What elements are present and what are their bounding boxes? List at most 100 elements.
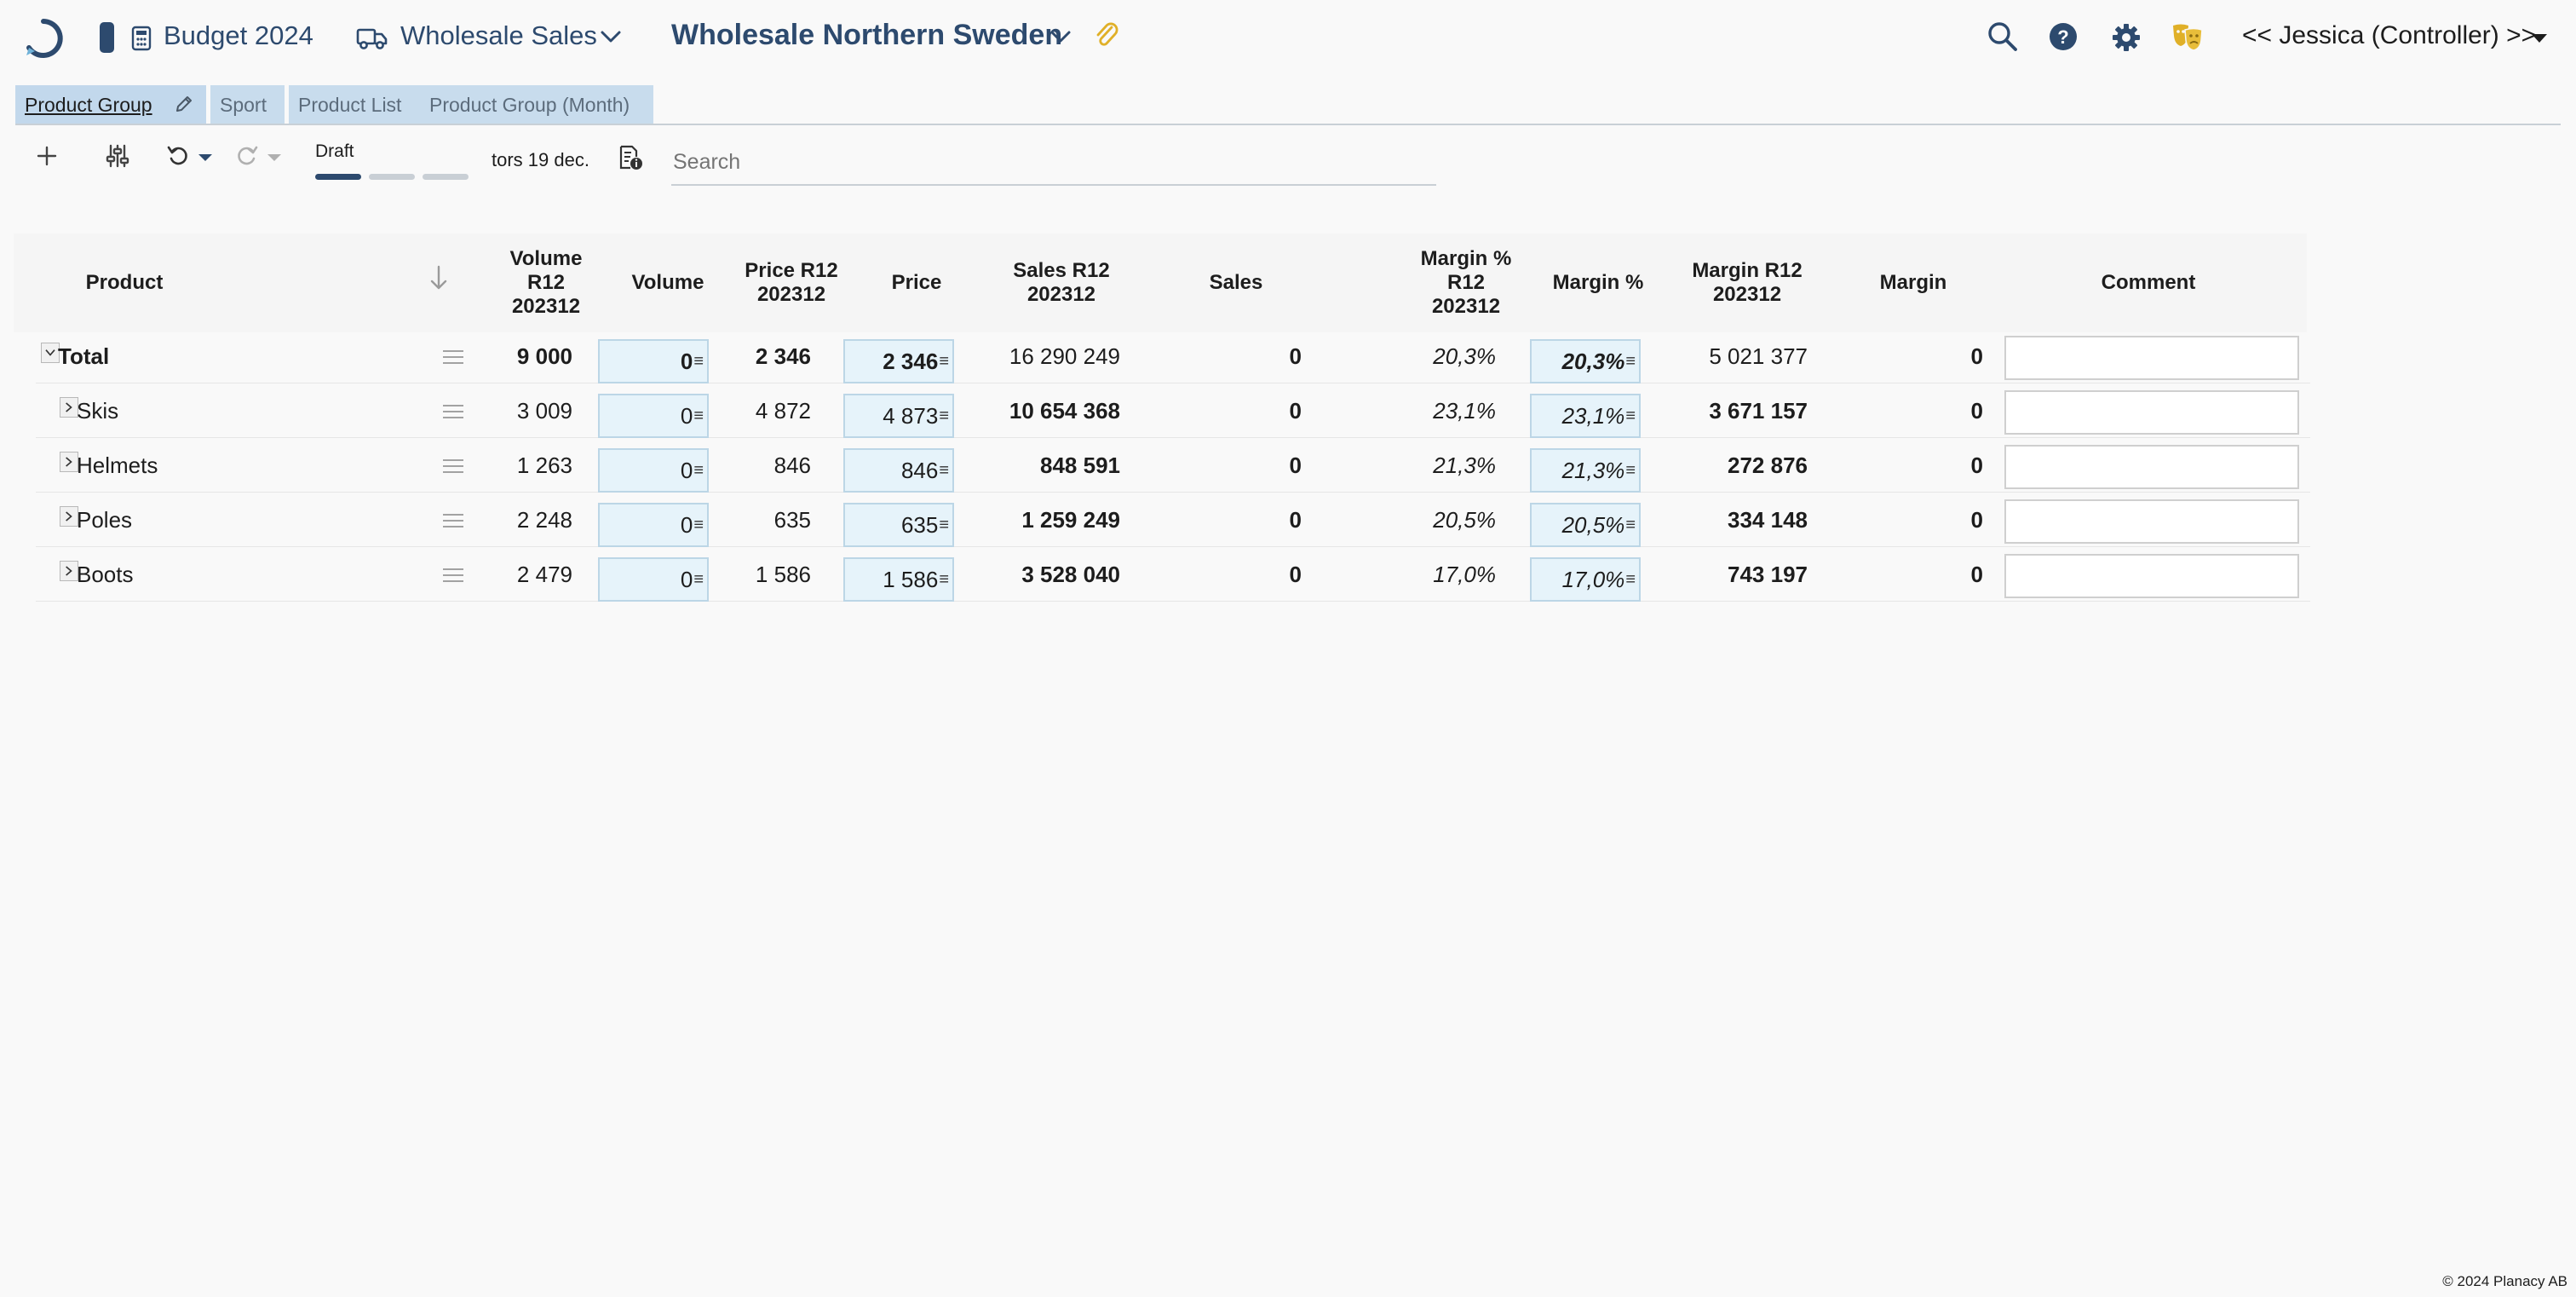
entity-selector[interactable]: Wholesale Northern Sweden (671, 19, 1063, 51)
column-header-margin-r12[interactable]: Margin R12 202312 (1662, 233, 1832, 332)
cell-margin-pct-input[interactable]: 23,1% ≡ (1530, 394, 1641, 438)
tab-label: Product Group (Month) (429, 94, 630, 116)
cell-volume-input[interactable]: 0 ≡ (598, 394, 709, 438)
cell-menu-icon[interactable]: ≡ (693, 406, 704, 425)
cell-margin-pct-input[interactable]: 17,0% ≡ (1530, 557, 1641, 602)
chevron-down-icon[interactable] (1048, 28, 1073, 45)
column-header-sales[interactable]: Sales (1172, 233, 1300, 332)
cell-price-input[interactable]: 635 ≡ (843, 503, 954, 547)
cell-volume-input[interactable]: 0 ≡ (598, 503, 709, 547)
expand-toggle[interactable] (60, 452, 78, 472)
cell-menu-icon[interactable]: ≡ (693, 569, 704, 589)
caret-down-icon[interactable] (2530, 32, 2549, 44)
user-selector[interactable]: << Jessica (Controller) >> (2242, 21, 2537, 49)
drag-handle-icon[interactable] (443, 514, 463, 529)
cell-margin-pct-r12: 23,1% (1433, 397, 1496, 424)
gear-icon[interactable] (2111, 22, 2142, 53)
column-header-price-r12[interactable]: Price R12 202312 (723, 233, 860, 332)
column-header-margin[interactable]: Margin (1845, 233, 1981, 332)
cell-margin-pct-input[interactable]: 20,3% ≡ (1530, 339, 1641, 383)
cell-menu-icon[interactable]: ≡ (693, 515, 704, 534)
paperclip-icon[interactable] (1093, 20, 1120, 51)
cell-price-input[interactable]: 2 346 ≡ (843, 339, 954, 383)
cell-price-r12: 846 (773, 452, 811, 478)
tab-product-group[interactable]: Product Group (15, 85, 206, 124)
cell-price-input[interactable]: 846 ≡ (843, 448, 954, 493)
sort-arrow-icon[interactable] (429, 264, 448, 291)
truck-icon (356, 28, 388, 49)
comment-input[interactable] (2004, 336, 2299, 380)
cell-menu-icon[interactable]: ≡ (939, 351, 949, 371)
caret-down-icon[interactable] (267, 153, 282, 162)
bookmark-icon[interactable] (100, 22, 114, 53)
redo-icon[interactable] (236, 145, 258, 167)
expand-toggle[interactable] (60, 561, 78, 581)
column-header-margin-pct[interactable]: Margin % (1530, 233, 1666, 332)
cell-margin: 0 (1970, 343, 1983, 369)
drag-handle-icon[interactable] (443, 568, 463, 584)
cell-volume-input[interactable]: 0 ≡ (598, 448, 709, 493)
cell-menu-icon[interactable]: ≡ (1625, 406, 1636, 425)
cell-menu-icon[interactable]: ≡ (693, 460, 704, 480)
cell-margin-pct-input[interactable]: 20,5% ≡ (1530, 503, 1641, 547)
status-date: tors 19 dec. (492, 149, 589, 170)
chevron-down-icon[interactable] (598, 28, 624, 45)
expand-toggle[interactable] (60, 506, 78, 527)
search-icon[interactable] (1987, 20, 2019, 53)
search-input[interactable] (671, 140, 1436, 186)
comment-input[interactable] (2004, 554, 2299, 598)
column-header-volume[interactable]: Volume (608, 233, 727, 332)
cell-value: 23,1% (1561, 402, 1625, 429)
cell-value: 21,3% (1561, 457, 1625, 483)
sliders-icon[interactable] (105, 143, 130, 169)
cell-volume-r12: 2 248 (516, 506, 572, 533)
drag-handle-icon[interactable] (443, 405, 463, 420)
header-text: Margin (1879, 271, 1947, 294)
cell-price-r12: 2 346 (755, 343, 811, 369)
cell-value: 20,5% (1561, 511, 1625, 538)
cell-menu-icon[interactable]: ≡ (693, 351, 704, 371)
column-header-product[interactable]: Product (73, 233, 175, 332)
pencil-icon[interactable] (174, 94, 194, 114)
cell-value: 1 586 (883, 566, 939, 592)
column-header-comment[interactable]: Comment (2004, 233, 2293, 332)
app-title[interactable]: Budget 2024 (164, 20, 313, 50)
cell-menu-icon[interactable]: ≡ (1625, 351, 1636, 371)
module-selector[interactable]: Wholesale Sales (400, 20, 597, 50)
tab-product-group-month[interactable]: Product Group (Month) (420, 85, 653, 124)
undo-icon[interactable] (167, 145, 189, 167)
comment-input[interactable] (2004, 445, 2299, 489)
column-header-margin-pct-r12[interactable]: Margin % R12 202312 (1394, 233, 1538, 332)
comment-input[interactable] (2004, 499, 2299, 544)
caret-down-icon[interactable] (198, 153, 213, 162)
cell-menu-icon[interactable]: ≡ (1625, 460, 1636, 480)
cell-volume-input[interactable]: 0 ≡ (598, 339, 709, 383)
tab-product-list[interactable]: Product List (289, 85, 423, 124)
collapse-toggle[interactable] (41, 343, 60, 363)
expand-toggle[interactable] (60, 397, 78, 418)
column-header-volume-r12[interactable]: Volume R12 202312 (474, 233, 618, 332)
planacy-logo[interactable] (22, 17, 65, 60)
document-info-icon[interactable] (618, 145, 643, 170)
cell-volume-input[interactable]: 0 ≡ (598, 557, 709, 602)
column-header-sales-r12[interactable]: Sales R12 202312 (980, 233, 1142, 332)
cell-menu-icon[interactable]: ≡ (939, 406, 949, 425)
cell-value: 0 (680, 348, 693, 374)
theater-masks-icon[interactable] (2171, 22, 2205, 53)
cell-menu-icon[interactable]: ≡ (939, 460, 949, 480)
help-icon[interactable]: ? (2049, 22, 2078, 51)
cell-margin-pct-input[interactable]: 21,3% ≡ (1530, 448, 1641, 493)
add-icon[interactable] (36, 145, 58, 167)
column-header-price[interactable]: Price (857, 233, 976, 332)
cell-menu-icon[interactable]: ≡ (1625, 569, 1636, 589)
cell-price-input[interactable]: 1 586 ≡ (843, 557, 954, 602)
cell-menu-icon[interactable]: ≡ (1625, 515, 1636, 534)
cell-menu-icon[interactable]: ≡ (939, 569, 949, 589)
cell-menu-icon[interactable]: ≡ (939, 515, 949, 534)
header-text: 202312 (1712, 283, 1782, 306)
tab-sport[interactable]: Sport (210, 85, 285, 124)
drag-handle-icon[interactable] (443, 350, 463, 366)
comment-input[interactable] (2004, 390, 2299, 435)
drag-handle-icon[interactable] (443, 459, 463, 475)
cell-price-input[interactable]: 4 873 ≡ (843, 394, 954, 438)
